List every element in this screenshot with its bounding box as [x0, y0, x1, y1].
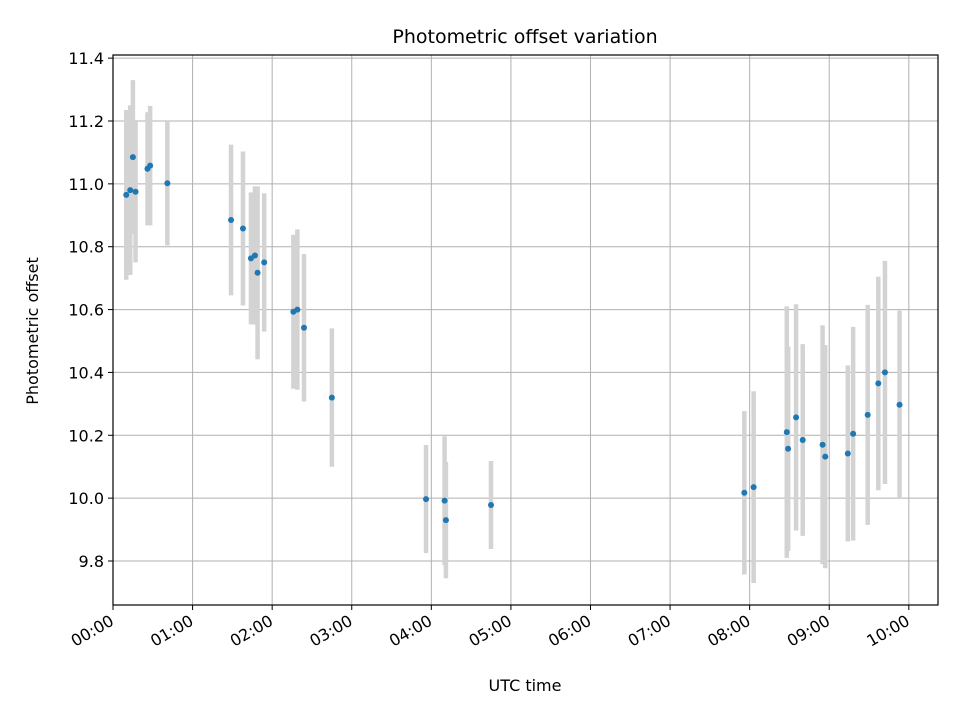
data-point [123, 191, 130, 198]
data-point [441, 497, 448, 504]
data-point [799, 437, 806, 443]
data-point [300, 324, 307, 331]
y-tick-label: 10.8 [68, 238, 104, 257]
data-point [147, 162, 154, 169]
data-point [261, 259, 268, 266]
y-tick-label: 10.4 [68, 363, 104, 382]
y-axis-label: Photometric offset [23, 257, 42, 405]
data-point [793, 414, 800, 421]
data-point [750, 484, 757, 491]
data-point [783, 429, 790, 436]
y-tick-label: 10.2 [68, 426, 104, 445]
data-point [423, 496, 430, 503]
data-point [328, 394, 335, 401]
data-point [822, 453, 829, 460]
data-point [741, 489, 748, 496]
data-point [127, 187, 134, 194]
data-point [819, 441, 826, 448]
data-point [844, 450, 851, 457]
data-point [850, 430, 857, 437]
y-tick-label: 11.4 [68, 49, 104, 68]
data-point [239, 225, 246, 232]
data-point [254, 269, 261, 276]
data-point [132, 188, 139, 195]
data-point [864, 411, 871, 418]
data-point [294, 306, 301, 313]
data-point [228, 217, 235, 223]
data-point [442, 517, 449, 524]
data-point [488, 502, 495, 509]
y-tick-label: 11.2 [68, 112, 104, 131]
plot-area-frame [112, 54, 939, 606]
data-point [896, 401, 903, 408]
y-tick-label: 11.0 [68, 175, 104, 194]
y-tick-label: 9.8 [79, 552, 104, 571]
data-point [875, 380, 882, 387]
chart-title: Photometric offset variation [392, 26, 657, 48]
data-point [129, 154, 136, 161]
y-tick-label: 10.0 [68, 489, 104, 508]
data-point [881, 369, 888, 376]
data-point [251, 252, 258, 259]
x-axis-label: UTC time [489, 676, 562, 695]
data-point [164, 180, 171, 187]
y-tick-label: 10.6 [68, 301, 104, 320]
y-axis-ticks: 9.8 10.0 10.2 10.4 10.6 10.8 11.0 11.2 11.4 [68, 49, 113, 571]
data-points [123, 154, 903, 524]
data-point [785, 445, 792, 452]
